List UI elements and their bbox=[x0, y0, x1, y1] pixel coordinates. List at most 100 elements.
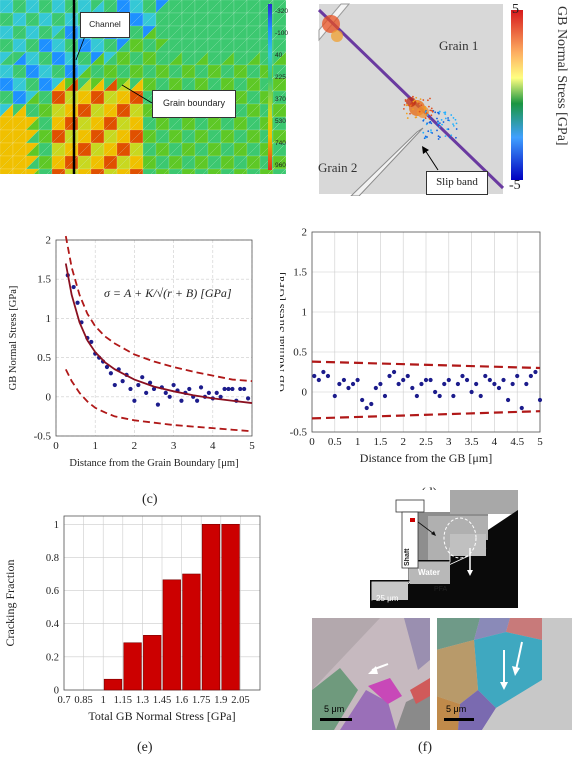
data-point bbox=[515, 373, 520, 379]
x-tick-label: 1.3 bbox=[136, 695, 149, 706]
scale-bar-25um: 25 μm bbox=[376, 594, 399, 603]
ebsd-map-right bbox=[436, 618, 572, 730]
data-point bbox=[155, 402, 161, 407]
data-point bbox=[474, 381, 479, 387]
y-tick-label: 0.5 bbox=[37, 352, 51, 364]
data-point bbox=[321, 369, 326, 375]
data-point bbox=[437, 393, 442, 399]
x-tick-label: 1.9 bbox=[214, 695, 227, 706]
colorbar-tick-label: 530 bbox=[275, 118, 286, 125]
data-point bbox=[350, 381, 356, 387]
data-point bbox=[414, 393, 419, 399]
data-point bbox=[89, 339, 94, 345]
y-tick-label: 0.2 bbox=[46, 652, 59, 663]
data-point bbox=[382, 393, 388, 399]
x-tick-label: 1 bbox=[355, 436, 361, 448]
data-point bbox=[460, 373, 465, 379]
x-tick-label: 1 bbox=[101, 695, 106, 706]
y-axis-label: GB Normal Stress [GPa] bbox=[8, 286, 19, 391]
colorbar-title: GB Normal Stress [GPa] bbox=[554, 6, 569, 146]
panel-a: Channel Grain boundary -320 -100 40 225 370 5… bbox=[0, 0, 300, 196]
colorbar-tick-label: -320 bbox=[275, 8, 289, 15]
x-tick-label: 0 bbox=[53, 440, 59, 452]
data-point bbox=[337, 381, 342, 387]
data-point bbox=[455, 381, 461, 387]
data-point bbox=[524, 381, 529, 387]
panel-c: -0.5 0 0.5 1 1.5 2 0 1 2 3 4 5 Distance from the Gra… bbox=[0, 228, 272, 488]
data-point bbox=[405, 373, 410, 379]
y-tick-label: 1 bbox=[54, 520, 59, 531]
data-point bbox=[478, 393, 483, 399]
water-label: Water bbox=[418, 568, 440, 577]
y-tick-label: 0.4 bbox=[46, 619, 60, 630]
bar bbox=[123, 642, 142, 691]
grain-boundary-callout: Grain boundary bbox=[152, 90, 236, 118]
x-axis-label: Distance from the GB [μm] bbox=[360, 451, 492, 465]
colorbar-max-label: 5 bbox=[512, 2, 519, 17]
data-point bbox=[519, 405, 524, 411]
data-point bbox=[206, 390, 211, 395]
data-point bbox=[487, 377, 492, 383]
x-tick-label: 4.5 bbox=[510, 436, 524, 448]
y-tick-label: 1.5 bbox=[37, 274, 51, 286]
bound-line bbox=[311, 410, 541, 420]
data-point bbox=[355, 377, 360, 383]
caption-e: (e) bbox=[137, 740, 153, 755]
data-point bbox=[419, 381, 424, 387]
data-point bbox=[132, 398, 137, 403]
colorbar-tick-label: -100 bbox=[275, 30, 289, 37]
x-tick-label: 2 bbox=[132, 440, 138, 452]
y-tick-label: 0.5 bbox=[293, 347, 307, 359]
colorbar-tick-label: 40 bbox=[275, 52, 283, 59]
y-tick-label: 2 bbox=[302, 228, 308, 239]
data-point bbox=[428, 377, 433, 383]
data-point bbox=[195, 398, 200, 403]
data-point bbox=[364, 405, 369, 411]
data-point bbox=[104, 364, 110, 370]
data-point bbox=[492, 381, 497, 387]
y-tick-label: 0 bbox=[302, 387, 308, 399]
x-tick-label: 4 bbox=[210, 440, 216, 452]
data-point bbox=[226, 386, 231, 392]
x-tick-label: 4 bbox=[492, 436, 498, 448]
data-point bbox=[446, 377, 451, 383]
data-point bbox=[120, 379, 125, 384]
data-point bbox=[112, 382, 117, 388]
gb-stress-map bbox=[317, 3, 523, 197]
data-point bbox=[230, 386, 235, 392]
bar bbox=[103, 678, 123, 691]
colorbar-tick-label: 225 bbox=[275, 74, 286, 81]
bar bbox=[143, 635, 162, 691]
data-point bbox=[387, 373, 392, 379]
data-point bbox=[378, 381, 383, 387]
y-tick-label: -0.5 bbox=[290, 427, 308, 439]
data-point bbox=[423, 377, 429, 383]
caption-f: (f) bbox=[418, 740, 432, 755]
data-point bbox=[147, 380, 153, 385]
data-point bbox=[136, 382, 141, 388]
data-point bbox=[442, 381, 447, 387]
data-point bbox=[401, 377, 406, 383]
channel-callout: Channel bbox=[80, 12, 130, 38]
data-point bbox=[528, 373, 533, 379]
stress-field-map bbox=[0, 0, 287, 196]
panel-b: Grain 1 Grain 2 Slip band 5 -5 GB Normal… bbox=[313, 0, 579, 197]
data-point bbox=[464, 377, 470, 383]
y-tick-label: 0 bbox=[46, 391, 52, 403]
data-point bbox=[451, 393, 456, 399]
y-axis-label: GB Normal Stress [GPa] bbox=[280, 272, 287, 392]
data-point bbox=[144, 390, 149, 395]
data-point bbox=[238, 386, 243, 392]
x-tick-label: 2 bbox=[400, 436, 406, 448]
micrograph-panel bbox=[312, 490, 572, 730]
data-point bbox=[151, 386, 157, 392]
data-point bbox=[501, 377, 506, 383]
x-tick-label: 3 bbox=[446, 436, 452, 448]
data-point bbox=[245, 396, 251, 401]
data-point bbox=[187, 386, 192, 392]
data-point bbox=[316, 377, 321, 383]
panel-f: Shaft PFA Water 25 μm 5 μm 5 μm bbox=[310, 490, 574, 735]
chart-e: 0 0.2 0.4 0.6 0.8 1 0.7 0.85 1 1.15 1.3 1.45 1.6 1.75… bbox=[3, 515, 261, 723]
shaft-schematic bbox=[368, 490, 518, 608]
